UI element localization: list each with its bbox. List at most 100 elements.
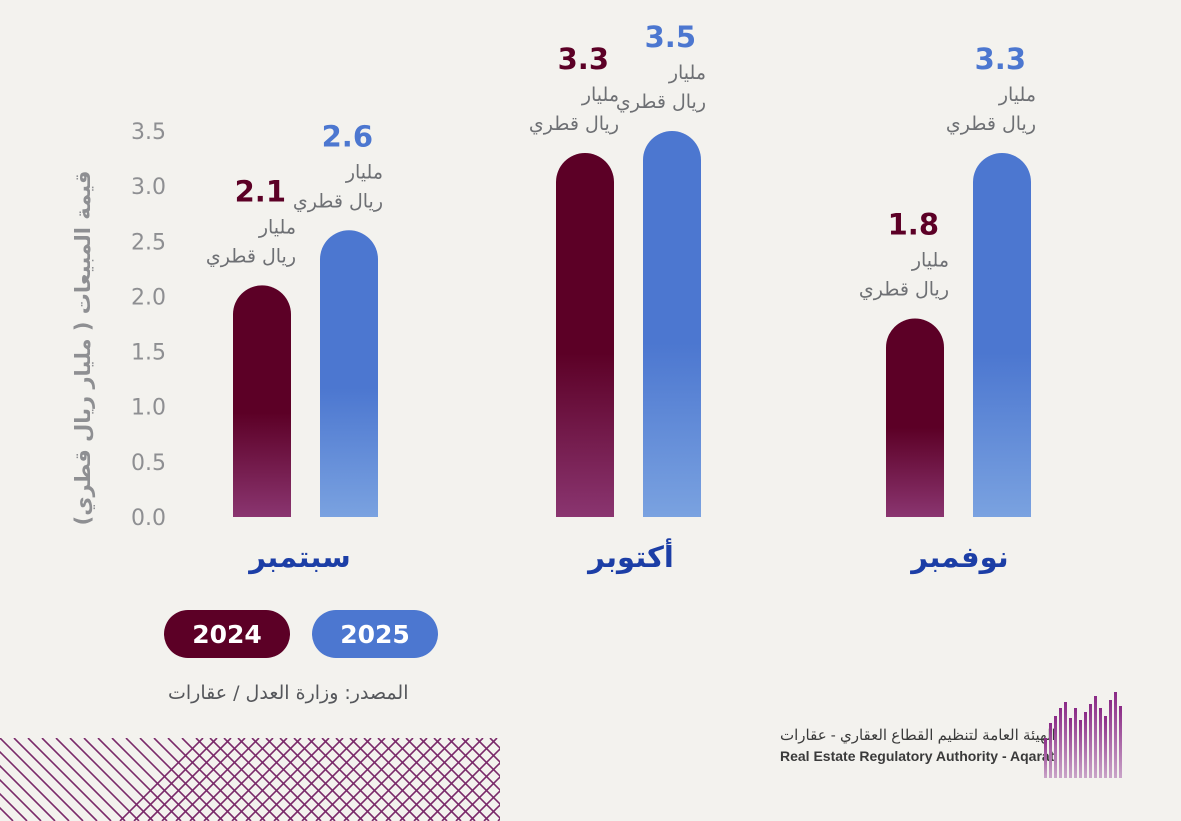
logo-text: الهيئة العامة لتنظيم القطاع العقاري - عق…	[780, 726, 1056, 766]
source-note: المصدر: وزارة العدل / عقارات	[168, 682, 409, 704]
logo-bar	[1119, 706, 1122, 778]
unit-label: ريال قطري	[529, 113, 619, 135]
pattern-line	[69, 738, 154, 821]
unit-label: مليار	[258, 216, 296, 238]
pattern-line	[41, 738, 126, 821]
pattern-line	[245, 738, 330, 821]
logo-bar	[1114, 692, 1117, 778]
pattern-line	[371, 738, 456, 821]
y-tick-label: 0.0	[131, 506, 166, 531]
pattern-line	[273, 738, 358, 821]
unit-label: مليار	[911, 249, 949, 271]
logo-bar	[1069, 718, 1072, 778]
y-axis: 0.0 0.5 1.0 1.5 2.0 2.5 3.0 3.5 قيمة المبيعات ( …	[71, 120, 166, 531]
pattern-line	[279, 738, 364, 821]
data-label: 1.8	[888, 207, 939, 241]
unit-label: مليار	[345, 161, 383, 183]
y-axis-label: قيمة المبيعات ( مليار ريال قطري)	[71, 171, 96, 526]
pattern-line	[203, 738, 288, 821]
pattern-line	[377, 738, 462, 821]
unit-label: ريال قطري	[859, 278, 949, 300]
data-label: 3.3	[558, 42, 609, 76]
pattern-line	[251, 738, 336, 821]
pattern-line	[0, 738, 84, 821]
pattern-line	[293, 738, 378, 821]
pattern-line	[301, 738, 386, 821]
logo-bar	[1094, 696, 1097, 778]
bars	[233, 131, 1031, 518]
pattern-line	[195, 738, 280, 821]
x-tick-label: سبتمبر	[247, 540, 351, 574]
pattern-line	[231, 738, 316, 821]
pattern-line	[217, 738, 302, 821]
pattern-line	[125, 738, 210, 821]
pattern-line	[483, 803, 500, 821]
bar-2024-1	[556, 153, 614, 518]
data-label: 2.1	[235, 174, 286, 208]
pattern-line	[0, 764, 56, 821]
pattern-line	[139, 738, 224, 821]
pattern-line	[399, 738, 484, 821]
pattern-line	[111, 738, 196, 821]
data-label: 3.3	[975, 42, 1026, 76]
logo-bar	[1089, 704, 1092, 778]
bar-2025-1	[643, 131, 701, 517]
unit-label: ريال قطري	[616, 91, 706, 113]
pattern-line	[385, 738, 470, 821]
logo-bar	[1074, 708, 1077, 778]
pattern-line	[133, 738, 218, 821]
pattern-line	[167, 738, 252, 821]
pattern-line	[329, 738, 414, 821]
pattern-line	[349, 738, 434, 821]
pattern-line	[265, 738, 350, 821]
pattern-line	[209, 738, 294, 821]
unit-label: ريال قطري	[293, 190, 383, 212]
pattern-line	[419, 738, 500, 820]
unit-label: ريال قطري	[946, 113, 1036, 135]
unit-label: مليار	[998, 84, 1036, 106]
logo-bar	[1049, 723, 1052, 778]
logo-bar	[1099, 708, 1102, 778]
pattern-line	[413, 738, 498, 821]
bar-2024-0	[233, 285, 291, 517]
y-tick-label: 1.5	[131, 341, 166, 366]
pattern-line	[357, 738, 442, 821]
pattern-line	[321, 738, 406, 821]
logo-bar	[1054, 716, 1057, 778]
pattern-line	[161, 738, 246, 821]
legend-2024: 2024	[164, 610, 290, 658]
x-tick-label: أكتوبر	[586, 538, 674, 574]
legend-2025: 2025	[312, 610, 438, 658]
pattern-line	[55, 738, 140, 821]
pattern-line	[97, 738, 182, 821]
bar-2024-2	[886, 318, 944, 517]
pattern-line	[175, 738, 260, 821]
unit-label: مليار	[581, 84, 619, 106]
pattern-line	[83, 738, 168, 821]
pattern-line	[0, 750, 70, 821]
unit-label: مليار	[668, 62, 706, 84]
x-axis: سبتمبر أكتوبر نوفمبر	[247, 538, 1008, 574]
logo-bar	[1109, 700, 1112, 778]
aqarat-logo-icon	[1044, 692, 1122, 778]
decorative-pattern	[0, 738, 500, 821]
pattern-line	[237, 738, 322, 821]
y-tick-label: 0.5	[131, 451, 166, 476]
pattern-line	[0, 778, 42, 821]
pattern-line	[223, 738, 308, 821]
pattern-line	[469, 789, 500, 821]
pattern-line	[475, 738, 500, 764]
y-tick-label: 3.5	[131, 120, 166, 145]
pattern-line	[433, 738, 500, 806]
data-label: 3.5	[645, 20, 696, 54]
pattern-line	[147, 738, 232, 821]
pattern-line	[335, 738, 420, 821]
pattern-line	[447, 738, 500, 792]
y-tick-label: 2.0	[131, 285, 166, 310]
pattern-line	[0, 792, 28, 821]
data-label: 2.6	[322, 119, 373, 153]
pattern-line	[259, 738, 344, 821]
bar-2025-2	[973, 153, 1031, 518]
pattern-line	[391, 738, 476, 821]
